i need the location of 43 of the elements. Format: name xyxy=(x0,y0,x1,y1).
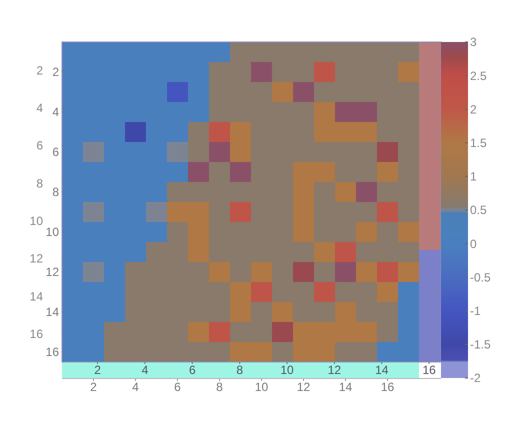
y-tick-label: 16 xyxy=(46,345,60,360)
y-tick-label: 14 xyxy=(46,305,60,320)
color-bar-label: 0.5 xyxy=(470,203,488,218)
x-tick-label: 2 xyxy=(90,380,98,394)
color-bar-label: -1 xyxy=(470,304,481,318)
y2-tick-label: 6 xyxy=(36,138,44,153)
y-tick-label: 8 xyxy=(52,185,60,200)
y-tick-label: 2 xyxy=(52,65,60,80)
x-tick-label: 12 xyxy=(296,380,310,394)
color-bar-label: -2 xyxy=(470,371,481,386)
y-tick-label: 4 xyxy=(52,105,60,120)
color-bar-label: -0.5 xyxy=(470,270,492,284)
color-bar-label: 2.5 xyxy=(470,68,488,83)
x2-tick-label: 6 xyxy=(188,363,196,377)
x2-tick-label: 12 xyxy=(328,363,342,377)
y2-tick-label: 12 xyxy=(30,252,44,266)
x2-tick-label: 8 xyxy=(236,363,244,377)
x2-tick-label: 2 xyxy=(94,363,102,377)
x2-tick-label: 10 xyxy=(280,363,294,377)
y2-tick-label: 2 xyxy=(36,63,44,78)
y2-tick-label: 8 xyxy=(36,176,44,190)
color-bar-label: 2 xyxy=(470,102,477,116)
x2-tick-label: 16 xyxy=(422,363,436,377)
y2-tick-label: 4 xyxy=(36,101,44,116)
color-bar-label: 1.5 xyxy=(470,136,488,150)
color-bar-label: 0 xyxy=(470,236,477,251)
x-tick-label: 8 xyxy=(216,380,224,394)
y-tick-label: 6 xyxy=(52,145,60,160)
color-bar-label: -1.5 xyxy=(470,338,492,352)
y-tick-label: 10 xyxy=(46,225,60,240)
y2-tick-label: 16 xyxy=(30,326,44,341)
y2-tick-label: 14 xyxy=(30,289,44,304)
x-tick-label: 6 xyxy=(174,380,182,394)
x-tick-label: 16 xyxy=(380,380,394,394)
x-tick-label: 10 xyxy=(254,380,268,394)
y-tick-label: 12 xyxy=(46,265,60,280)
x-tick-label: 14 xyxy=(338,380,352,394)
x2-tick-label: 14 xyxy=(375,363,389,377)
x2-tick-label: 4 xyxy=(142,363,149,377)
color-bar-label: 3 xyxy=(470,35,477,50)
x-tick-label: 4 xyxy=(132,380,140,394)
color-bar-label: 1 xyxy=(470,170,477,184)
y2-tick-label: 10 xyxy=(30,214,44,228)
